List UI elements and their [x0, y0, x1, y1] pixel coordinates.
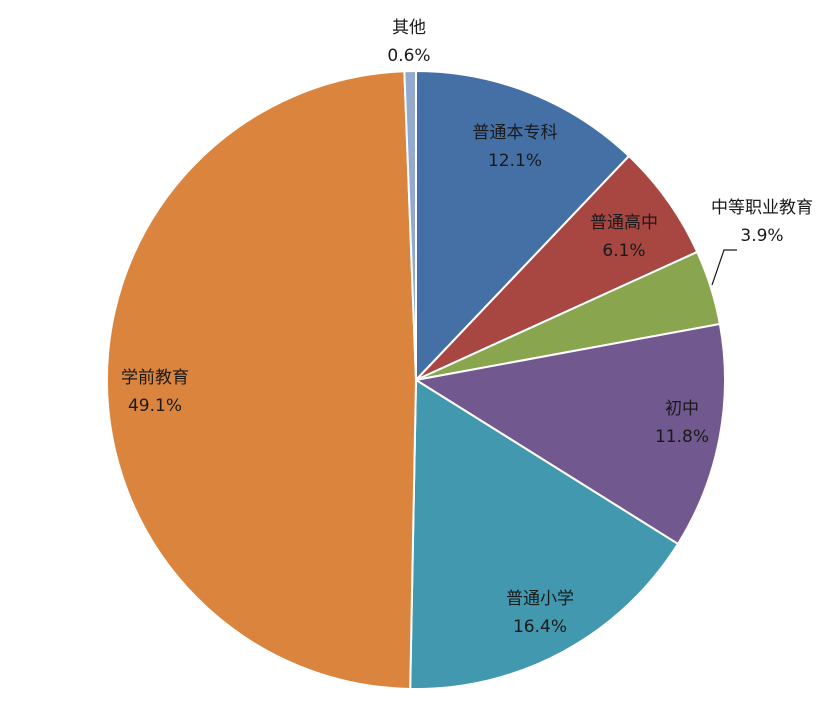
leader-lines — [711, 249, 737, 286]
slice-labels: 普通本专科 12.1% 普通高中 6.1% 中等职业教育 3.9% 初中 11.8% 普通小学 1… — [121, 18, 813, 637]
slice-category-label: 学前教育 — [121, 368, 189, 388]
pie-slice-1 — [415, 154, 699, 381]
slice-value-label: 16.4% — [513, 617, 567, 637]
slice-value-label: 11.8% — [655, 427, 709, 447]
pie-slices — [105, 69, 726, 690]
slice-category-label: 普通本专科 — [473, 123, 558, 143]
leader-line-2 — [711, 249, 737, 286]
slice-value-label: 49.1% — [128, 396, 182, 416]
slice-value-label: 6.1% — [602, 241, 645, 261]
slice-category-label: 普通小学 — [506, 589, 574, 609]
pie-slice-3 — [413, 322, 726, 546]
slice-category-label: 其他 — [392, 18, 426, 38]
pie-slice-4 — [409, 378, 680, 690]
slice-category-label: 普通高中 — [590, 213, 658, 233]
pie-slice-6 — [403, 69, 417, 381]
pie-slice-0 — [415, 69, 631, 383]
slice-value-label: 3.9% — [740, 226, 783, 246]
slice-value-label: 0.6% — [387, 46, 430, 66]
pie-slice-5 — [105, 70, 418, 690]
slice-category-label: 中等职业教育 — [711, 198, 813, 218]
slice-category-label: 初中 — [665, 399, 699, 419]
slice-value-label: 12.1% — [488, 151, 542, 171]
